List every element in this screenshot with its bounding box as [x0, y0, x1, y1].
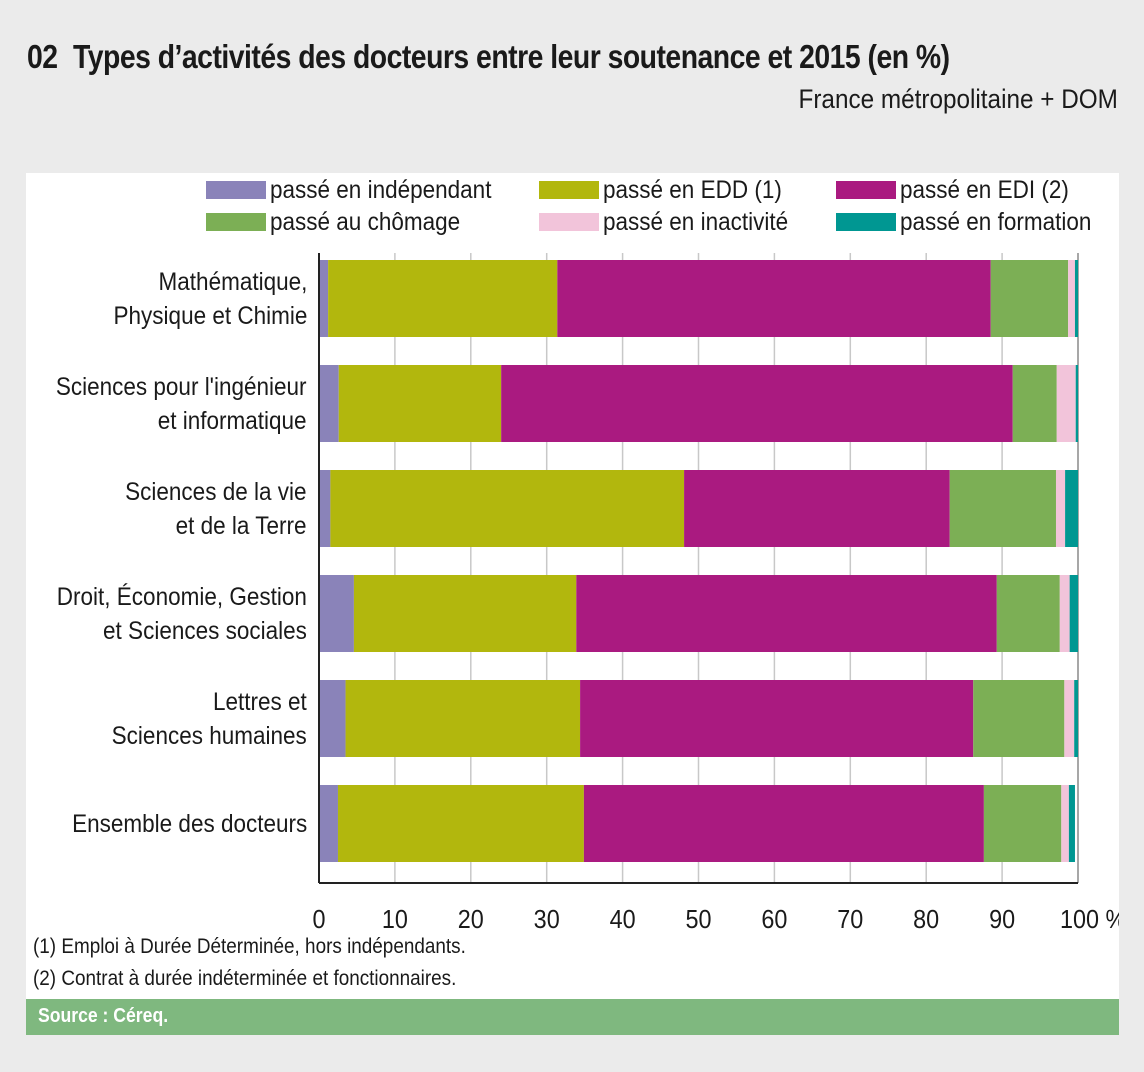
source-note: Source : Céreq. [26, 999, 1119, 1035]
category-label: Ensemble des docteurs [46, 807, 307, 841]
bar-segment-pass-en-ind-pendant [319, 680, 346, 757]
bar-segment-pass-en-edd-1- [337, 785, 584, 862]
bar-segment-pass-en-inactivit- [1061, 785, 1069, 862]
category-label-line: Physique et Chimie [113, 301, 307, 330]
chart-panel: passé en indépendant passé en EDD (1) pass… [26, 173, 1119, 999]
category-label: Mathématique, Physique et Chimie [92, 265, 307, 333]
bar-segment-pass-en-edi-2- [501, 365, 1013, 442]
category-label-line: Droit, Économie, Gestion [56, 582, 307, 611]
x-tick-label: 60 [761, 906, 787, 934]
chart-subtitle: France métropolitaine + DOM [798, 84, 1118, 114]
bar-segment-pass-en-edd-1- [338, 365, 502, 442]
legend-item: passé en EDD (1) [539, 175, 802, 204]
bar-segment-pass-au-ch-mage [990, 260, 1069, 337]
x-tick-label: 40 [610, 906, 636, 934]
category-label-line: Lettres et [213, 687, 307, 716]
legend-item: passé au chômage [206, 207, 481, 236]
bar-segment-pass-en-ind-pendant [319, 785, 338, 862]
bar-segment-pass-en-formation [1075, 365, 1078, 442]
x-tick-label: 80 [913, 906, 939, 934]
category-label: Droit, Économie, Gestion et Sciences soci… [29, 580, 307, 648]
x-tick-label: 20 [458, 906, 484, 934]
legend-label: passé en inactivité [603, 207, 789, 236]
bar-segment-pass-au-ch-mage [949, 470, 1056, 547]
legend-label: passé en formation [900, 207, 1092, 236]
bar-segment-pass-en-formation [1068, 785, 1075, 862]
bar-segment-pass-en-edi-2- [576, 575, 997, 652]
legend-label: passé en indépendant [270, 175, 492, 204]
stacked-bar-chart: 0 10 20 30 40 50 60 70 80 90 100 % [312, 253, 1119, 934]
legend-swatch [206, 181, 266, 199]
category-label-line: et Sciences sociales [103, 616, 307, 645]
bar-segment-pass-en-edi-2- [580, 680, 974, 757]
footnote-2: (2) Contrat à durée indéterminée et fonc… [33, 967, 457, 990]
bar-segment-pass-au-ch-mage [973, 680, 1065, 757]
bar-segment-pass-en-formation [1074, 260, 1078, 337]
bar-segment-pass-en-edd-1- [328, 260, 558, 337]
legend: passé en indépendant passé en EDD (1) pass… [26, 173, 1119, 253]
legend-item: passé en EDI (2) [836, 175, 1088, 204]
category-label-line: Sciences de la vie [125, 477, 307, 506]
bar-segment-pass-en-inactivit- [1064, 680, 1075, 757]
bar-segment-pass-en-edi-2- [583, 785, 984, 862]
legend-swatch [206, 213, 266, 231]
x-tick-label: 30 [534, 906, 560, 934]
category-label-line: Mathématique, [158, 267, 307, 296]
chart-title-text: Types d’activités des docteurs entre leu… [73, 38, 950, 75]
legend-label: passé en EDD (1) [603, 175, 782, 204]
bar-segment-pass-en-inactivit- [1059, 575, 1070, 652]
category-label-line: et de la Terre [176, 511, 307, 540]
bar-segment-pass-en-inactivit- [1068, 260, 1075, 337]
bar-segment-pass-en-edd-1- [353, 575, 577, 652]
bar-segment-pass-en-edd-1- [345, 680, 581, 757]
bar-segment-pass-en-inactivit- [1056, 365, 1076, 442]
category-label-line: Sciences humaines [111, 721, 307, 750]
bar-segment-pass-en-formation [1069, 575, 1078, 652]
category-label-line: et informatique [158, 406, 307, 435]
chart-title: 02 Types d’activités des docteurs entre l… [27, 38, 950, 76]
bar-segment-pass-en-ind-pendant [319, 575, 354, 652]
legend-label: passé au chômage [270, 207, 461, 236]
bar-segment-pass-en-inactivit- [1055, 470, 1066, 547]
bar-segment-pass-en-edi-2- [684, 470, 950, 547]
bar-segment-pass-au-ch-mage [996, 575, 1060, 652]
legend-swatch [539, 181, 599, 199]
category-label-line: Sciences pour l'ingénieur [56, 372, 307, 401]
chart-number: 02 [27, 38, 58, 75]
category-label-line: Ensemble des docteurs [71, 809, 307, 838]
bar-segment-pass-en-edd-1- [330, 470, 685, 547]
bar-segment-pass-en-edi-2- [557, 260, 991, 337]
bar-segment-pass-en-formation [1074, 680, 1078, 757]
bar-segment-pass-en-ind-pendant [319, 260, 329, 337]
legend-item: passé en inactivité [539, 207, 809, 236]
legend-swatch [836, 213, 896, 231]
x-tick-label: 10 [382, 906, 408, 934]
category-label: Sciences pour l'ingénieur et informatique [28, 370, 307, 438]
bar-segment-pass-en-ind-pendant [319, 470, 331, 547]
x-tick-label: 90 [989, 906, 1015, 934]
bar-segment-pass-au-ch-mage [1012, 365, 1057, 442]
source-text: Source : Céreq. [38, 1005, 169, 1027]
x-tick-label: 100 % [1060, 906, 1119, 934]
footnote-1: (1) Emploi à Durée Déterminée, hors indé… [33, 935, 466, 958]
x-tick-label: 0 [312, 906, 325, 934]
legend-item: passé en formation [836, 207, 1113, 236]
category-label: Sciences de la vie et de la Terre [105, 475, 307, 543]
bar-segment-pass-en-ind-pendant [319, 365, 339, 442]
legend-swatch [539, 213, 599, 231]
legend-label: passé en EDI (2) [900, 175, 1069, 204]
bar-segment-pass-au-ch-mage [983, 785, 1062, 862]
category-label: Lettres et Sciences humaines [90, 685, 307, 753]
x-tick-label: 70 [837, 906, 863, 934]
x-tick-label: 50 [685, 906, 711, 934]
bar-segment-pass-en-formation [1065, 470, 1078, 547]
legend-item: passé en indépendant [206, 175, 516, 204]
legend-swatch [836, 181, 896, 199]
